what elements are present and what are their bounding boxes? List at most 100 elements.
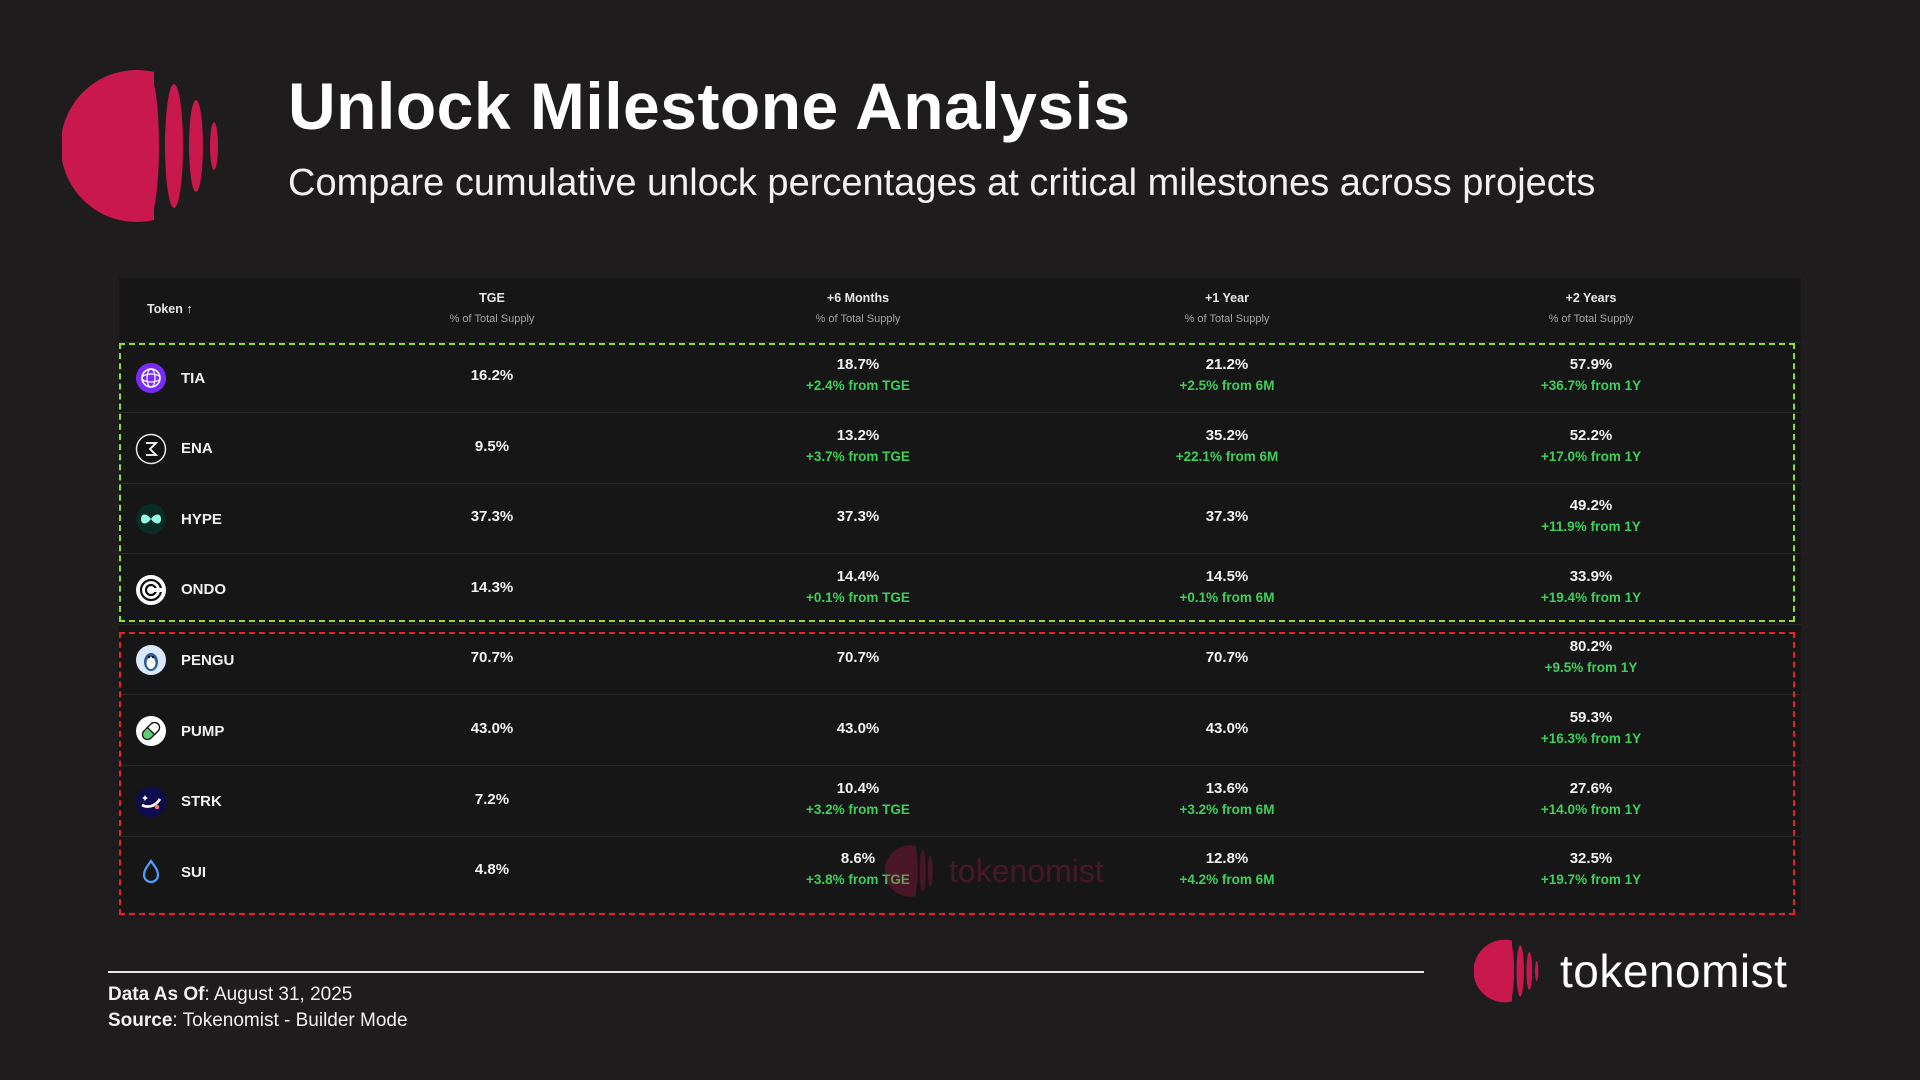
unlock-value: 7.2% [474,790,510,808]
token-cell: ONDO [135,574,226,606]
unlock-value: 57.9% [1569,356,1613,373]
cell-y2: 27.6% +14.0% from 1Y [1441,780,1741,817]
cell-tge: 43.0% [342,720,642,737]
unlock-delta: +2.4% from TGE [806,378,910,393]
watermark-logo-icon [885,845,933,897]
cell-y1: 43.0% [1077,720,1377,737]
unlock-delta: +0.1% from 6M [1179,589,1275,605]
table-row[interactable]: HYPE 37.3% 37.3% 37.3% 49.2% +11.9% from 1Y [119,483,1801,555]
unlock-value: 18.7% [836,356,880,373]
unlock-delta: +19.4% from 1Y [1540,589,1642,605]
column-header-2-years[interactable]: +2 Years % of Total Supply [1548,291,1634,325]
ethena-icon [135,433,167,465]
ondo-icon [135,574,167,606]
tokenomist-logo [62,70,218,222]
unlock-value: 16.2% [470,367,514,384]
unlock-delta: +14.0% from 1Y [1540,801,1642,817]
cell-tge: 9.5% [342,438,642,455]
token-symbol: ONDO [181,581,226,599]
unlock-value: 13.2% [836,426,880,444]
watermark: tokenomist [885,844,1104,898]
token-symbol: ENA [181,440,213,458]
unlock-delta: +3.2% from 6M [1179,801,1275,817]
pump-pill-icon [135,715,167,747]
cell-m6: 43.0% [708,720,1008,737]
table-row[interactable]: STRK 7.2% 10.4% +3.2% from TGE 13.6% +3.2% fr… [119,766,1801,837]
unlock-delta: +16.3% from 1Y [1540,731,1642,746]
unlock-value: 33.9% [1569,567,1613,585]
cell-y1: 37.3% [1077,508,1377,525]
cell-y2: 59.3% +16.3% from 1Y [1441,709,1741,746]
unlock-value: 21.2% [1205,356,1249,373]
unlock-value: 14.3% [470,578,514,596]
table-row[interactable]: ONDO 14.3% 14.4% +0.1% from TGE 14.5% +0.1% f… [119,554,1801,625]
unlock-value: 14.5% [1205,567,1249,585]
unlock-value: 37.3% [1205,508,1249,526]
brand-logo: tokenomist [1474,938,1787,1004]
data-as-of: Data As Of: August 31, 2025 [108,984,353,1005]
token-symbol: TIA [181,369,206,387]
unlock-value: 80.2% [1569,638,1613,656]
cell-y2: 49.2% +11.9% from 1Y [1441,497,1741,534]
unlock-delta: +9.5% from 1Y [1544,660,1638,676]
table-row[interactable]: PENGU 70.7% 70.7% 70.7% 80.2% +9.5% from 1Y [119,624,1801,696]
unlock-delta: +0.1% from TGE [806,589,910,605]
brand-name: tokenomist [1560,945,1788,997]
unlock-value: 43.0% [1205,720,1249,737]
unlock-value: 52.2% [1569,426,1613,444]
cell-tge: 70.7% [342,649,642,666]
unlock-value: 9.5% [474,437,510,455]
unlock-value: 27.6% [1569,779,1613,797]
unlock-value: 10.4% [836,779,880,797]
unlock-value: 43.0% [836,720,880,737]
column-header-tge[interactable]: TGE % of Total Supply [449,291,535,325]
column-header-6-months[interactable]: +6 Months % of Total Supply [815,291,901,325]
table-row[interactable]: TIA 16.2% 18.7% +2.4% from TGE 21.2% +2.5% fr… [119,342,1801,413]
unlock-delta: +11.9% from 1Y [1541,519,1641,535]
table-row[interactable]: ENA 9.5% 13.2% +3.7% from TGE 35.2% +22.1% fr… [119,413,1801,484]
unlock-value: 14.4% [836,567,880,585]
unlock-delta: +19.7% from 1Y [1540,872,1642,888]
cell-m6: 18.7% +2.4% from TGE [708,356,1008,393]
unlock-value: 35.2% [1205,426,1249,444]
cell-y2: 52.2% +17.0% from 1Y [1441,427,1741,464]
unlock-value: 32.5% [1569,850,1613,868]
unlock-value: 12.8% [1205,850,1249,868]
cell-tge: 14.3% [342,579,642,596]
cell-tge: 37.3% [342,508,642,525]
unlock-value: 70.7% [1205,649,1249,667]
unlock-delta: +4.2% from 6M [1179,872,1275,888]
cell-m6: 10.4% +3.2% from TGE [708,780,1008,817]
token-cell: HYPE [135,503,222,535]
unlock-value: 37.3% [836,508,880,526]
cell-m6: 70.7% [708,649,1008,666]
token-cell: STRK [135,786,222,818]
unlock-delta: +3.8% from TGE [806,872,910,888]
token-cell: TIA [135,362,205,394]
hyperliquid-icon [135,503,167,535]
cell-m6: 13.2% +3.7% from TGE [708,427,1008,464]
unlock-delta: +36.7% from 1Y [1540,378,1642,393]
unlock-value: 4.8% [474,861,510,879]
unlock-milestone-table: Token ↑ TGE % of Total Supply +6 Months … [119,278,1801,912]
cell-tge: 16.2% [342,367,642,384]
celestia-icon [135,362,167,394]
cell-tge: 4.8% [342,861,642,878]
cell-y1: 21.2% +2.5% from 6M [1077,356,1377,393]
token-cell: PUMP [135,715,224,747]
source-note: Source: Tokenomist - Builder Mode [108,1010,408,1031]
table-row[interactable]: PUMP 43.0% 43.0% 43.0% 59.3% +16.3% from 1Y [119,695,1801,766]
cell-y1: 14.5% +0.1% from 6M [1077,568,1377,605]
table-row[interactable]: SUI 4.8% 8.6% +3.8% from TGE 12.8% +4.2% from… [119,836,1801,906]
cell-m6: 14.4% +0.1% from TGE [708,568,1008,605]
token-symbol: PUMP [181,722,225,740]
token-symbol: SUI [181,863,207,881]
cell-y1: 13.6% +3.2% from 6M [1077,780,1377,817]
unlock-value: 37.3% [470,508,514,526]
token-symbol: PENGU [181,651,235,669]
cell-y1: 70.7% [1077,649,1377,666]
brand-logo-icon [1474,939,1539,1003]
cell-y2: 33.9% +19.4% from 1Y [1441,568,1741,605]
column-header-1-year[interactable]: +1 Year % of Total Supply [1184,291,1270,325]
column-header-token[interactable]: Token ↑ [147,302,193,316]
